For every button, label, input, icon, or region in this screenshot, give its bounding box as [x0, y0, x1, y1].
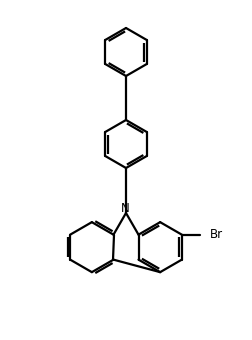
Text: Br: Br — [210, 228, 223, 241]
Text: N: N — [121, 203, 129, 216]
